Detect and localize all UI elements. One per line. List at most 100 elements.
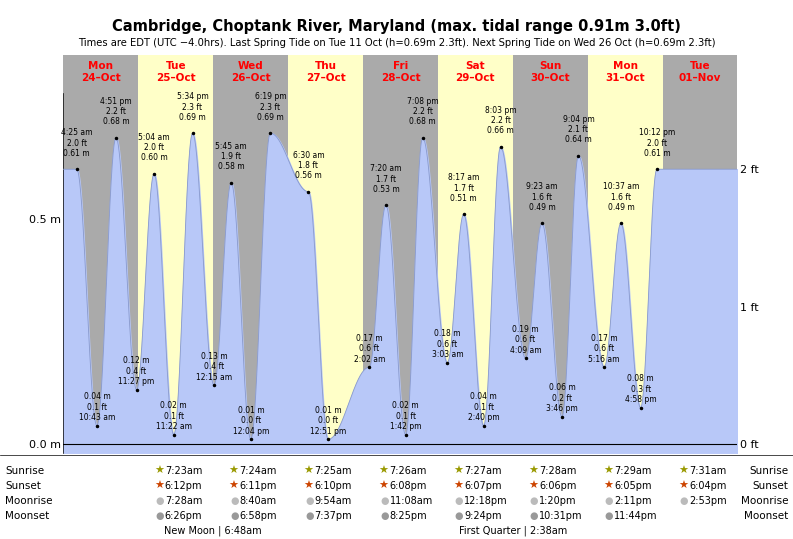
Bar [663,55,737,93]
Text: ★: ★ [304,466,313,476]
Text: Mon
24–Oct: Mon 24–Oct [81,61,121,83]
Text: ★: ★ [228,481,239,491]
Text: 0.02 m
0.1 ft
11:22 am: 0.02 m 0.1 ft 11:22 am [155,402,192,431]
Text: 0.04 m
0.1 ft
2:40 pm: 0.04 m 0.1 ft 2:40 pm [468,392,500,422]
Bar [588,55,663,93]
Text: 6:58pm: 6:58pm [239,511,278,521]
Text: 6:07pm: 6:07pm [465,481,502,491]
Text: Thu
27–Oct: Thu 27–Oct [305,61,346,83]
Text: ●: ● [530,511,538,521]
Text: Tue
01–Nov: Tue 01–Nov [679,61,721,83]
Text: Sunrise: Sunrise [749,466,788,476]
Bar [213,55,288,93]
Text: 9:24pm: 9:24pm [465,511,502,521]
Text: 0.01 m
0.0 ft
12:51 pm: 0.01 m 0.0 ft 12:51 pm [310,406,347,436]
Text: 9:04 pm
2.1 ft
0.64 m: 9:04 pm 2.1 ft 0.64 m [562,115,595,144]
Bar [588,93,663,453]
Text: Moonset: Moonset [744,511,788,521]
Text: 5:45 am
1.9 ft
0.58 m: 5:45 am 1.9 ft 0.58 m [216,142,247,171]
Text: 10:37 am
1.6 ft
0.49 m: 10:37 am 1.6 ft 0.49 m [603,182,639,212]
Text: Sunset: Sunset [752,481,788,491]
Text: Moonset: Moonset [5,511,49,521]
Text: ●: ● [604,496,613,506]
Text: 6:10pm: 6:10pm [315,481,352,491]
Text: Wed
26–Oct: Wed 26–Oct [231,61,270,83]
Text: ★: ★ [304,481,313,491]
Bar [513,93,588,453]
Text: ★: ★ [603,481,613,491]
Text: 7:26am: 7:26am [389,466,427,476]
Text: 7:37pm: 7:37pm [315,511,352,521]
Text: Moonrise: Moonrise [741,496,788,506]
Text: Sunrise: Sunrise [5,466,44,476]
Text: ★: ★ [528,466,538,476]
Text: 5:34 pm
2.3 ft
0.69 m: 5:34 pm 2.3 ft 0.69 m [177,92,209,122]
Text: 8:40am: 8:40am [239,496,277,506]
Text: 7:23am: 7:23am [165,466,202,476]
Text: ★: ★ [678,481,688,491]
Text: ●: ● [155,496,164,506]
Text: Sun
30–Oct: Sun 30–Oct [531,61,570,83]
Text: Sat
29–Oct: Sat 29–Oct [456,61,495,83]
Text: 11:08am: 11:08am [389,496,433,506]
Text: 0.04 m
0.1 ft
10:43 am: 0.04 m 0.1 ft 10:43 am [79,392,115,422]
Text: 6:11pm: 6:11pm [239,481,277,491]
Text: 6:26pm: 6:26pm [165,511,202,521]
Text: 0.17 m
0.6 ft
2:02 am: 0.17 m 0.6 ft 2:02 am [354,334,385,364]
Text: 2:53pm: 2:53pm [689,496,726,506]
Text: ●: ● [305,496,313,506]
Text: 11:44pm: 11:44pm [614,511,657,521]
Text: ●: ● [155,511,164,521]
Text: ★: ★ [528,481,538,491]
Text: 6:04pm: 6:04pm [689,481,726,491]
Text: ●: ● [455,511,463,521]
Bar [438,55,513,93]
Text: 10:31pm: 10:31pm [539,511,583,521]
Text: ●: ● [380,496,389,506]
Text: ●: ● [305,511,313,521]
Text: 7:28am: 7:28am [539,466,577,476]
Text: 0.02 m
0.1 ft
1:42 pm: 0.02 m 0.1 ft 1:42 pm [390,402,421,431]
Text: 1:20pm: 1:20pm [539,496,577,506]
Bar [288,55,363,93]
Text: 9:54am: 9:54am [315,496,352,506]
Text: 0.13 m
0.4 ft
12:15 am: 0.13 m 0.4 ft 12:15 am [196,352,232,382]
Bar [288,93,363,453]
Text: 8:17 am
1.7 ft
0.51 m: 8:17 am 1.7 ft 0.51 m [448,173,479,203]
Text: ★: ★ [378,466,389,476]
Text: ★: ★ [678,466,688,476]
Text: 0.08 m
0.3 ft
4:58 pm: 0.08 m 0.3 ft 4:58 pm [625,375,657,404]
Text: 6:19 pm
2.3 ft
0.69 m: 6:19 pm 2.3 ft 0.69 m [255,92,286,122]
Text: ●: ● [230,511,239,521]
Bar [63,93,138,453]
Bar [663,93,737,453]
Text: 7:29am: 7:29am [614,466,652,476]
Text: 6:30 am
1.8 ft
0.56 m: 6:30 am 1.8 ft 0.56 m [293,151,324,181]
Text: 6:06pm: 6:06pm [539,481,577,491]
Text: 4:51 pm
2.2 ft
0.68 m: 4:51 pm 2.2 ft 0.68 m [100,96,132,127]
Text: ★: ★ [603,466,613,476]
Text: Moonrise: Moonrise [5,496,52,506]
Text: Fri
28–Oct: Fri 28–Oct [381,61,420,83]
Text: ●: ● [680,496,688,506]
Text: 6:12pm: 6:12pm [165,481,202,491]
Text: 7:31am: 7:31am [689,466,726,476]
Bar [438,93,513,453]
Text: 7:25am: 7:25am [315,466,352,476]
Text: 6:05pm: 6:05pm [614,481,652,491]
Text: Mon
31–Oct: Mon 31–Oct [605,61,645,83]
Text: 12:18pm: 12:18pm [465,496,508,506]
Text: 7:28am: 7:28am [165,496,202,506]
Text: 0.06 m
0.2 ft
3:46 pm: 0.06 m 0.2 ft 3:46 pm [546,383,578,413]
Text: 0.12 m
0.4 ft
11:27 pm: 0.12 m 0.4 ft 11:27 pm [118,356,155,386]
Text: ★: ★ [228,466,239,476]
Text: 7:27am: 7:27am [465,466,502,476]
Text: 10:12 pm
2.0 ft
0.61 m: 10:12 pm 2.0 ft 0.61 m [639,128,675,158]
Text: 4:25 am
2.0 ft
0.61 m: 4:25 am 2.0 ft 0.61 m [61,128,93,158]
Text: ★: ★ [154,466,164,476]
Bar [63,55,138,93]
Text: 7:24am: 7:24am [239,466,277,476]
Text: ★: ★ [154,481,164,491]
Text: First Quarter | 2:38am: First Quarter | 2:38am [458,526,567,536]
Text: 0.01 m
0.0 ft
12:04 pm: 0.01 m 0.0 ft 12:04 pm [232,406,269,436]
